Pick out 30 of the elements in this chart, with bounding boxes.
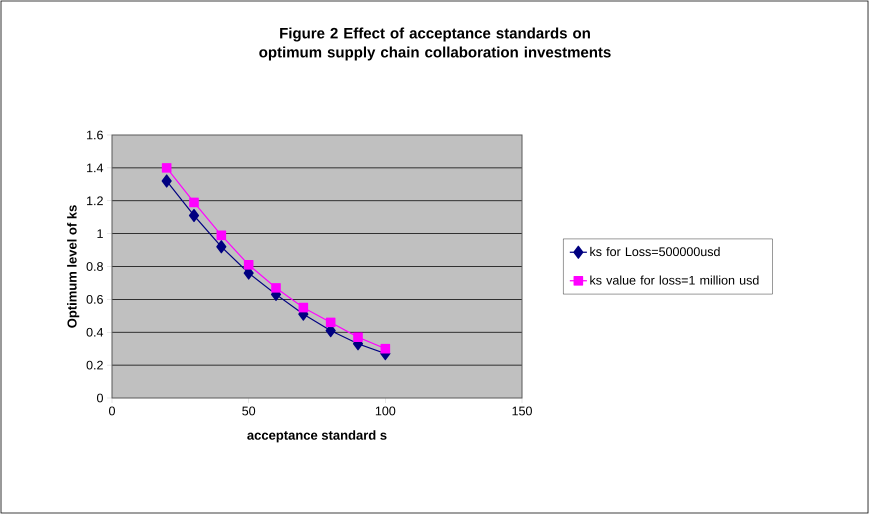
y-tick-label: 0.6 [86,294,103,304]
y-tick-label: 0.2 [86,360,103,370]
point [162,174,172,188]
x-tick-label: 100 [376,406,396,416]
x-tick-label: 0 [109,406,115,416]
y-tick-label: 0 [97,394,103,402]
y-tick-label: 0.4 [86,328,104,337]
point [326,318,336,328]
y-tick-label: 1.6 [87,130,103,140]
legend-label: ks for Loss=500000usd [590,246,720,256]
y-tick-label: 1 [97,229,103,238]
y-axis-title: Optimum level of ks [67,205,80,328]
x-tick-label: 50 [242,406,256,416]
legend-label: ks value for loss=1 million usd [590,275,759,285]
point [216,230,226,240]
point [353,332,363,342]
x-axis-title: acceptance standard s [247,430,387,442]
y-tick-label: 0.8 [86,262,103,271]
point [244,260,254,270]
point [189,198,199,208]
x-tick-label: 150 [512,406,532,416]
point [216,240,226,254]
point [298,302,308,312]
y-tick-label: 1.2 [87,196,103,206]
point [380,344,390,354]
point [188,208,200,222]
point [271,283,281,293]
y-tick-label: 1.4 [87,164,104,172]
chart-title: Figure 2 Effect of acceptance standards on optimum supply chain collaboration investments [259,28,611,60]
point [162,163,172,173]
